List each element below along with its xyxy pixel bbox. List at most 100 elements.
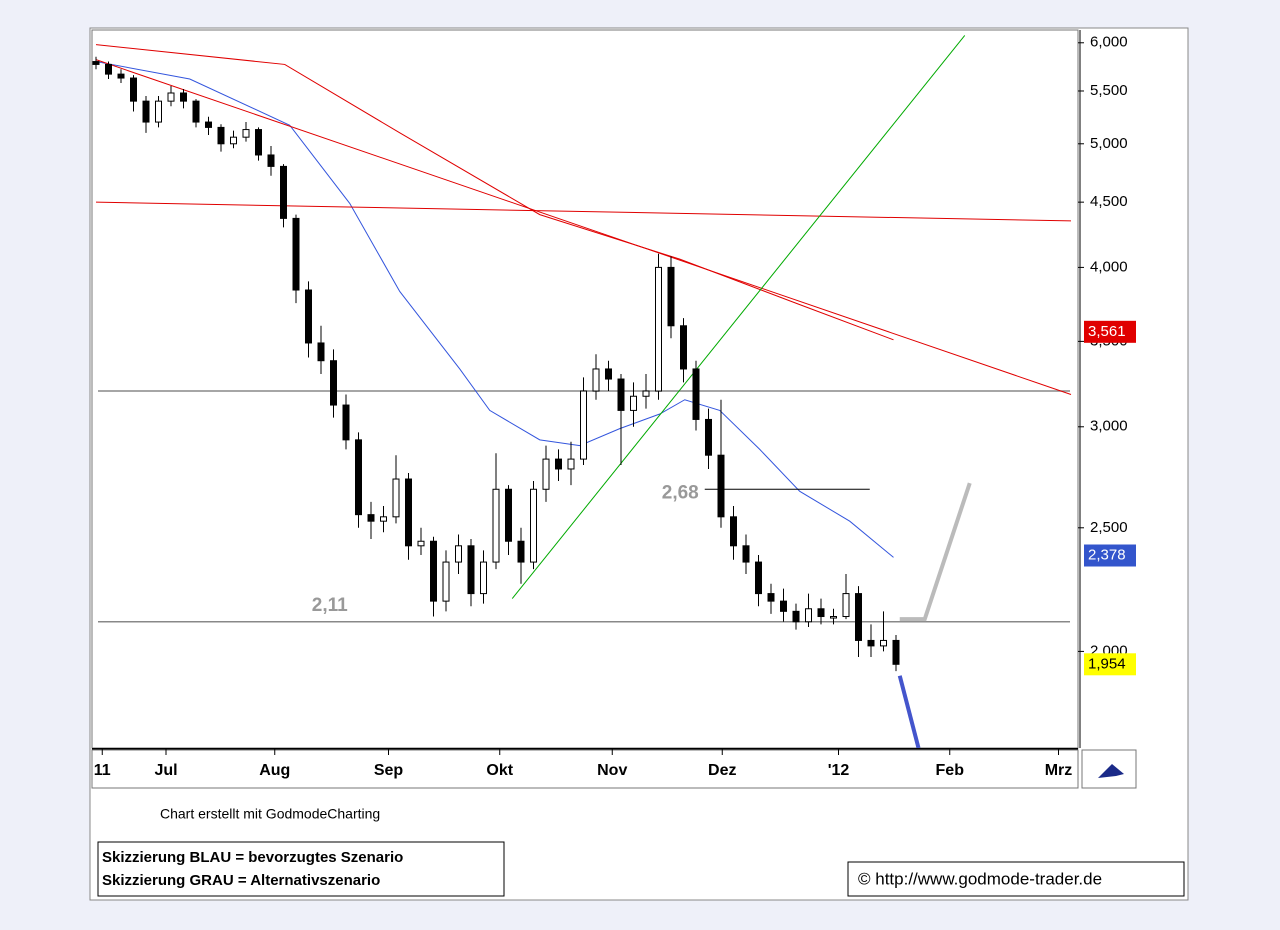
y-tick-label: 4,000: [1090, 258, 1128, 275]
candle-body: [380, 516, 387, 522]
candle-body: [692, 368, 700, 420]
candle-body: [717, 454, 725, 518]
candle-body: [367, 514, 375, 522]
url-box: [847, 861, 1185, 897]
candle-body: [767, 593, 775, 602]
candle-body: [667, 266, 675, 327]
candle-body: [167, 92, 175, 102]
candle-body: [417, 540, 425, 547]
candle-body: [880, 639, 887, 647]
legend-line: Skizzierung GRAU = Alternativszenario: [102, 872, 380, 889]
trend-line: [95, 44, 894, 341]
candle-body: [480, 561, 487, 595]
candle-body: [255, 129, 262, 156]
price-label: 2,378: [1088, 546, 1126, 563]
candle-body: [705, 418, 712, 456]
candle-body: [342, 404, 350, 441]
candle-body: [392, 478, 400, 518]
candle-body: [355, 439, 362, 516]
trend-line: [897, 675, 921, 748]
annotation: 2,11: [312, 595, 348, 616]
candle-body: [405, 478, 412, 547]
x-tick-label: 11: [94, 762, 111, 779]
candle-body: [330, 360, 337, 406]
candle-body: [730, 516, 737, 547]
candle-body: [130, 77, 137, 102]
candle-body: [580, 390, 587, 460]
y-tick-label: 5,500: [1090, 82, 1128, 99]
candle-body: [755, 561, 762, 595]
price-label: 1,954: [1088, 655, 1126, 672]
candle-body: [855, 593, 862, 641]
candle-body: [842, 593, 850, 618]
candle-body: [617, 378, 625, 411]
candle-body: [542, 458, 550, 490]
candle-body: [642, 390, 650, 397]
candle-body: [317, 342, 325, 362]
candle-body: [467, 545, 475, 595]
x-tick-label: Dez: [708, 762, 736, 779]
candle-body: [192, 100, 200, 123]
candle-body: [205, 121, 212, 128]
candle-body: [780, 600, 787, 612]
x-tick-label: Feb: [936, 762, 965, 779]
x-tick-label: Sep: [374, 762, 404, 779]
x-tick-label: Okt: [486, 762, 513, 779]
price-label-box: [1084, 320, 1136, 343]
trend-line: [95, 61, 894, 558]
trend-line: [95, 59, 1072, 395]
candle-body: [505, 488, 512, 542]
x-tick-label: Mrz: [1045, 762, 1073, 779]
candle-body: [892, 639, 900, 665]
candle-body: [105, 63, 112, 75]
y-tick-label: 2,500: [1090, 519, 1128, 536]
candle-body: [142, 100, 150, 123]
y-tick-label: 3,000: [1090, 418, 1128, 435]
trend-line: [95, 201, 1072, 222]
candle-body: [180, 92, 187, 102]
x-tick-label: Jul: [154, 762, 177, 779]
candle-body: [242, 129, 250, 138]
candle-body: [305, 289, 312, 344]
candle-body: [442, 561, 450, 602]
y-tick-label: 4,500: [1090, 193, 1128, 210]
candle-body: [292, 217, 300, 291]
url: © http://www.godmode-trader.de: [858, 869, 1102, 888]
y-tick-label: 6,000: [1090, 34, 1128, 51]
price-label: 3,561: [1088, 323, 1126, 340]
candle-body: [230, 136, 237, 145]
candle-body: [117, 73, 125, 79]
y-tick-label: 5,000: [1090, 135, 1128, 152]
x-tick-label: '12: [828, 762, 850, 779]
candle-body: [817, 608, 825, 618]
candle-body: [555, 458, 562, 470]
candle-body: [630, 395, 637, 411]
tool-icon: [1098, 764, 1124, 778]
candle-body: [742, 545, 750, 563]
candle-body: [605, 368, 612, 380]
price-label-box: [1084, 653, 1136, 676]
candle-body: [567, 458, 575, 470]
plot-layer: [92, 35, 1072, 748]
annotation: 2,68: [662, 482, 699, 503]
candle-body: [592, 368, 600, 392]
candle-body: [830, 616, 837, 619]
x-tick-label: Aug: [259, 762, 290, 779]
candle-body: [655, 266, 662, 392]
x-axis-band: [91, 749, 1079, 789]
candle-body: [680, 325, 687, 370]
candle-body: [517, 540, 525, 563]
candle-body: [530, 488, 537, 563]
candle-body: [217, 126, 225, 145]
x-tick-label: Nov: [597, 762, 627, 779]
candle-body: [430, 540, 437, 602]
trend-line: [511, 35, 966, 599]
plot-area: [91, 29, 1079, 749]
price-label-box: [1084, 544, 1136, 567]
legend-box: [97, 841, 505, 897]
candle-body: [492, 488, 500, 563]
candle-body: [155, 100, 162, 123]
candle-body: [455, 545, 462, 563]
candle-body: [92, 61, 100, 65]
